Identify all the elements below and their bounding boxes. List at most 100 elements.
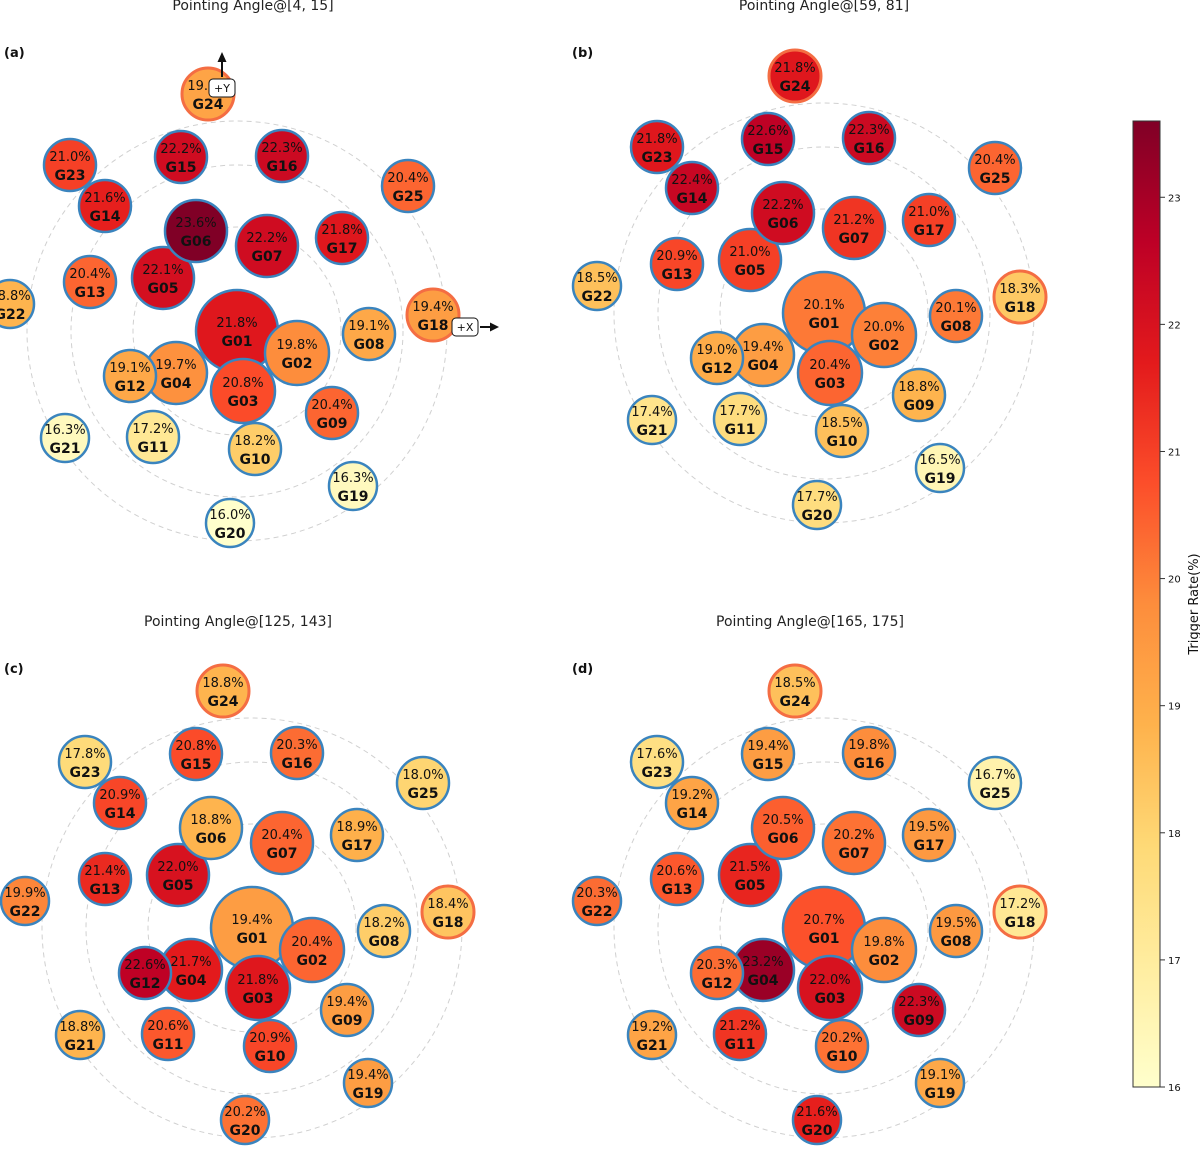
detector-g02: 19.8% G02 (850, 916, 918, 984)
detector-g21: 19.2% G21 (626, 1009, 678, 1061)
rate-label: 18.8% (0, 289, 31, 304)
detector-bubble (329, 807, 385, 863)
y-axis-label: +Y (214, 82, 230, 95)
rate-label: 20.4% (291, 935, 332, 950)
rate-label: 21.0% (729, 245, 770, 260)
rate-label: 22.1% (142, 263, 183, 278)
detector-id-label: G02 (297, 953, 328, 969)
detector-bubble (841, 725, 897, 781)
detector-id-label: G03 (815, 991, 846, 1007)
detector-id-label: G12 (115, 379, 146, 395)
detector-bubble (767, 48, 823, 104)
detector-id-label: G19 (338, 489, 369, 505)
detector-id-label: G18 (1005, 915, 1036, 931)
detector-bubble (249, 810, 315, 876)
rate-label: 20.4% (387, 171, 428, 186)
detector-id-label: G19 (353, 1086, 384, 1102)
colorbar-tick-label: 23 (1168, 193, 1181, 204)
detector-g02: 19.8% G02 (263, 319, 331, 387)
rate-label: 20.5% (762, 813, 803, 828)
detector-g09: 18.8% G09 (891, 367, 947, 423)
detector-g19: 19.1% G19 (914, 1057, 966, 1109)
detector-bubble (740, 726, 796, 782)
rate-label: 21.4% (84, 864, 125, 879)
detector-id-label: G08 (941, 319, 972, 335)
detector-id-label: G04 (176, 973, 207, 989)
detector-g17: 18.9% G17 (329, 807, 385, 863)
detector-g19: 19.4% G19 (342, 1057, 394, 1109)
rate-label: 18.8% (190, 813, 231, 828)
detector-id-label: G23 (55, 168, 86, 184)
detector-g07: 21.2% G07 (821, 195, 887, 261)
detector-id-label: G01 (809, 931, 840, 947)
detector-bubble (821, 195, 887, 261)
panel-d: Pointing Angle@[165, 175] (d) 20.7% G01 19… (571, 614, 1048, 1146)
detector-bubble (395, 755, 451, 811)
x-axis-marker: +X (451, 317, 499, 337)
panel-title: Pointing Angle@[125, 143] (144, 614, 332, 630)
rate-label: 20.2% (224, 1105, 265, 1120)
detector-bubble (967, 755, 1023, 811)
arrow-right-icon (490, 322, 499, 332)
rate-label: 20.4% (311, 398, 352, 413)
colorbar-tick-label: 18 (1168, 829, 1181, 840)
detector-id-label: G15 (166, 160, 197, 176)
detector-bubble (77, 178, 133, 234)
detector-id-label: G11 (138, 440, 169, 456)
rate-label: 17.2% (132, 422, 173, 437)
guide-ring (85, 761, 419, 1095)
detector-id-label: G11 (153, 1037, 184, 1053)
colorbar: 16 17 18 19 20 21 22 23 Trigger Rate(%) (1132, 120, 1200, 1094)
detector-id-label: G11 (725, 1037, 756, 1053)
panel-a: Pointing Angle@[4, 15] (a) 21.8% G01 19.8%… (0, 0, 461, 549)
detector-id-label: G21 (637, 1038, 668, 1054)
detector-id-label: G21 (65, 1038, 96, 1054)
detector-id-label: G15 (181, 757, 212, 773)
detector-g16: 20.3% G16 (269, 725, 325, 781)
rate-label: 21.5% (729, 860, 770, 875)
rate-label: 22.2% (246, 231, 287, 246)
detector-id-label: G20 (802, 1123, 833, 1139)
rate-label: 19.0% (696, 343, 737, 358)
detector-g09: 19.4% G09 (319, 982, 375, 1038)
rate-label: 20.6% (147, 1019, 188, 1034)
detector-g05: 21.0% G05 (717, 227, 783, 293)
detector-g14: 19.2% G14 (664, 775, 720, 831)
panel-label: (b) (572, 46, 593, 61)
rate-label: 19.4% (747, 739, 788, 754)
detector-g06: 22.2% G06 (750, 180, 816, 246)
detector-bubble (254, 128, 310, 184)
rate-label: 17.6% (636, 747, 677, 762)
detector-bubble (814, 1018, 870, 1074)
detector-g12: 22.6% G12 (117, 945, 173, 1001)
detector-bubble (901, 192, 957, 248)
rate-label: 19.4% (412, 300, 453, 315)
detector-bubble (928, 903, 984, 959)
detector-id-label: G17 (342, 838, 373, 854)
detector-id-label: G04 (161, 376, 192, 392)
detector-id-label: G05 (163, 878, 194, 894)
detector-bubble (629, 119, 685, 175)
detector-g14: 20.9% G14 (92, 775, 148, 831)
detector-id-label: G01 (237, 931, 268, 947)
rate-label: 20.1% (935, 301, 976, 316)
rate-label: 18.5% (576, 271, 617, 286)
detector-id-label: G24 (208, 694, 239, 710)
detector-id-label: G09 (904, 398, 935, 414)
rate-label: 17.7% (796, 490, 837, 505)
detector-bubble (145, 842, 211, 908)
rate-label: 18.0% (402, 768, 443, 783)
detector-id-label: G05 (735, 263, 766, 279)
detector-bubble (717, 842, 783, 908)
detector-g09: 20.4% G09 (304, 385, 360, 441)
detector-g13: 20.4% G13 (62, 254, 118, 310)
rate-label: 20.2% (833, 828, 874, 843)
colorbar-tick-label: 21 (1168, 447, 1181, 458)
detector-id-label: G10 (827, 1049, 858, 1065)
rate-label: 21.2% (719, 1019, 760, 1034)
rate-label: 17.2% (999, 897, 1040, 912)
rate-label: 22.0% (809, 973, 850, 988)
rate-label: 22.3% (898, 995, 939, 1010)
detector-bubble (901, 807, 957, 863)
detector-g07: 22.2% G07 (234, 213, 300, 279)
